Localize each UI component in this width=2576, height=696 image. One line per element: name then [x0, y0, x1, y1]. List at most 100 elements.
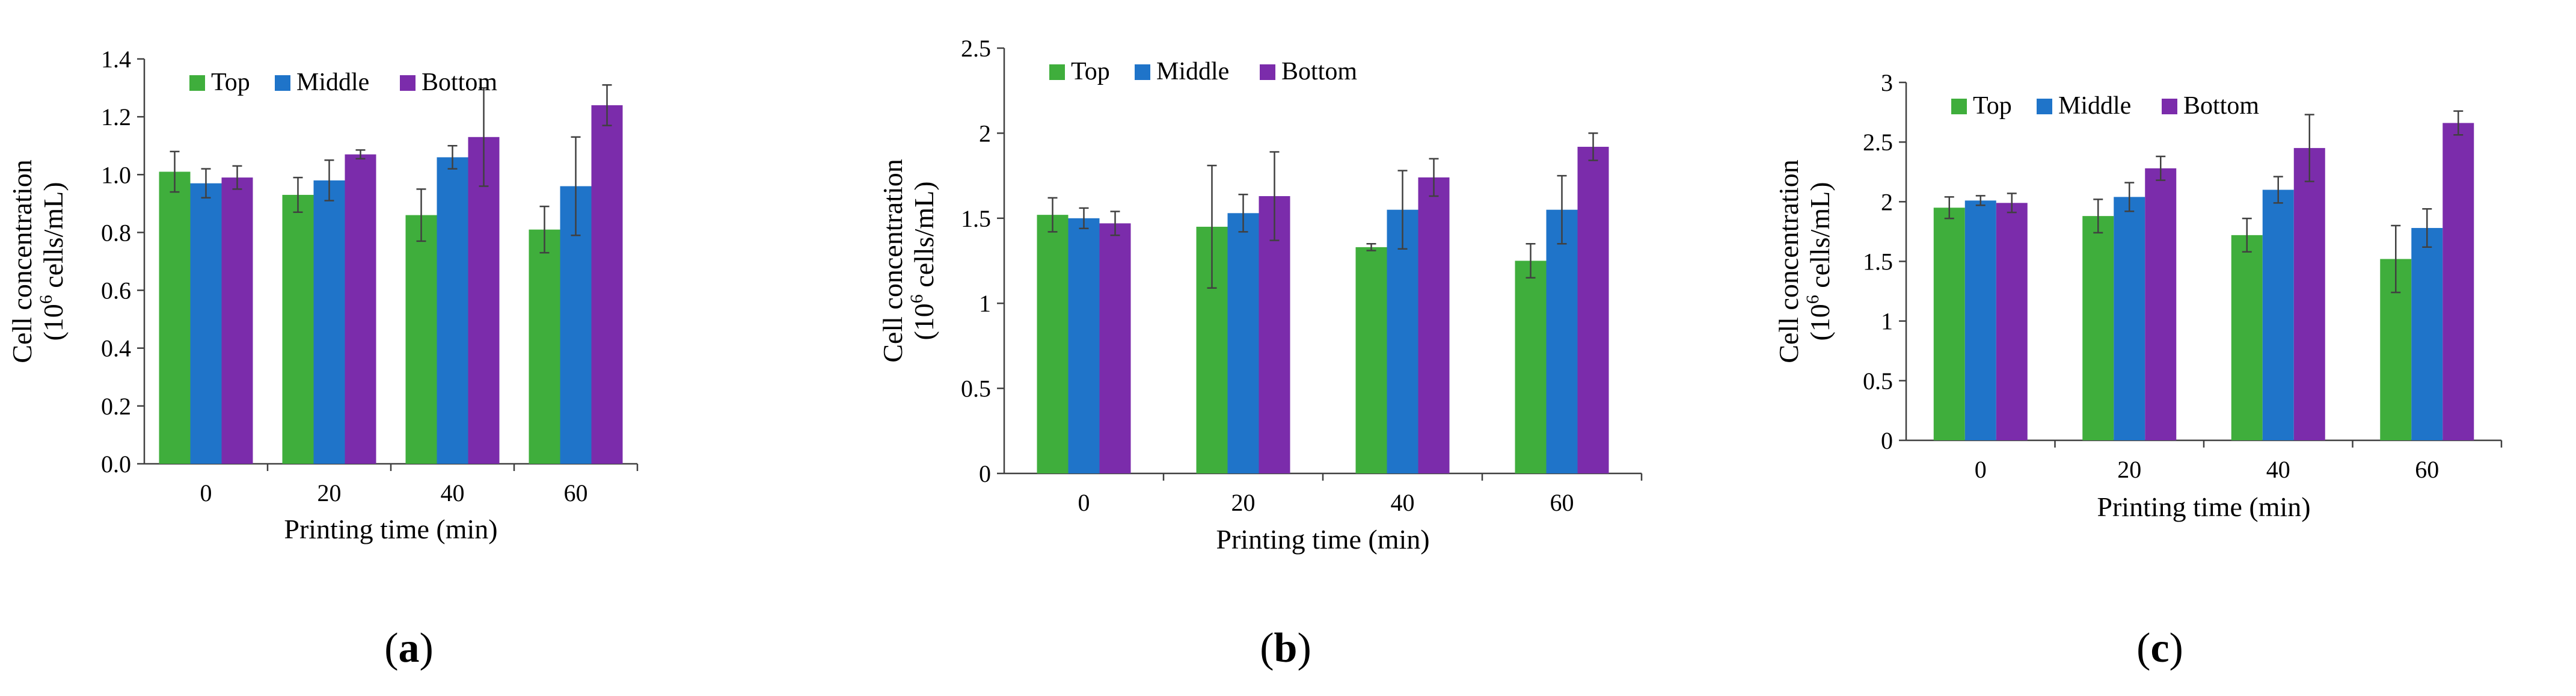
bar-middle-60: [1546, 209, 1578, 473]
bar-middle-20: [1227, 213, 1259, 473]
legend-swatch-top: [189, 75, 205, 91]
bar-bottom-40: [1418, 177, 1450, 473]
y-tick-label: 2.5: [1863, 129, 1893, 156]
y-tick-label: 1.0: [101, 161, 131, 188]
bar-bottom-20: [345, 154, 376, 464]
y-tick-label: 3: [1881, 69, 1893, 96]
error-bar-bottom-0: [1110, 211, 1120, 236]
error-bar-bottom-20: [355, 149, 366, 160]
error-bar-top-40: [416, 188, 426, 242]
bar-top-0: [1933, 208, 1965, 440]
legend: Top Middle Bottom: [189, 69, 497, 96]
y-axis-unit-prefix: (10: [1805, 304, 1835, 340]
y-tick-label: 0.2: [101, 393, 131, 420]
bar-bottom-60: [591, 105, 623, 464]
error-bar-bottom-40: [1429, 158, 1439, 197]
y-axis-unit-prefix: (10: [909, 303, 939, 340]
bar-top-0: [159, 171, 191, 464]
bar-bottom-20: [1259, 196, 1290, 473]
error-bar-top-0: [1047, 197, 1058, 233]
bar-bottom-20: [2145, 168, 2177, 440]
error-bar-top-60: [1526, 242, 1536, 279]
panel-label-close: ): [420, 625, 434, 671]
y-axis-title-main: Cell concentration: [7, 159, 37, 363]
error-bar-bottom-40: [479, 87, 489, 187]
bar-middle-20: [2114, 197, 2145, 440]
legend: Top Middle Bottom: [1951, 92, 2259, 120]
x-axis-title: Printing time (min): [284, 514, 497, 544]
legend-swatch-bottom: [400, 75, 416, 91]
y-tick-label: 0: [1881, 427, 1893, 454]
error-bar-middle-40: [2273, 176, 2283, 204]
x-tick-label: 40: [441, 479, 465, 507]
x-tick-label: 60: [2415, 456, 2439, 483]
bar-top-20: [282, 194, 314, 464]
y-tick-label: 1.4: [101, 46, 131, 73]
bar-middle-0: [190, 183, 222, 464]
legend-label-bottom: Bottom: [2183, 92, 2259, 120]
panel-label-open: (: [2136, 625, 2150, 671]
panel-label: (b): [1260, 625, 1311, 671]
error-bar-middle-20: [324, 159, 334, 202]
bar-bottom-40: [2293, 148, 2325, 441]
panel-label-close: ): [1297, 625, 1311, 671]
y-tick-label: 2.5: [961, 35, 991, 62]
error-bar-top-20: [2093, 199, 2103, 234]
y-axis-title: Cell concentration (106 cells/mL): [7, 159, 69, 363]
y-tick-label: 1: [979, 290, 991, 317]
chart-panel-c: 0 0.5 1 1.5 2 2.5 3 0 20 40 60 Top Middle Bottom Print…: [1773, 69, 2503, 671]
bar-bottom-60: [1577, 147, 1609, 474]
bar-bottom-0: [221, 177, 253, 464]
x-axis-title: Printing time (min): [1216, 524, 1429, 555]
y-tick-label: 2: [979, 120, 991, 147]
x-tick-label: 0: [200, 479, 212, 507]
bar-middle-40: [437, 157, 468, 464]
panel-label: (c): [2136, 625, 2183, 671]
error-bar-bottom-40: [2304, 114, 2314, 182]
y-tick-label: 1.2: [101, 103, 131, 131]
error-bar-middle-0: [201, 168, 211, 199]
bar-top-60: [529, 229, 560, 464]
bar-middle-40: [1387, 209, 1418, 473]
legend-swatch-bottom: [1260, 64, 1275, 80]
bar-middle-60: [2411, 227, 2443, 440]
error-bar-top-60: [2391, 224, 2401, 294]
y-tick-label: 1.5: [1863, 248, 1893, 276]
panel-label-letter: b: [1274, 625, 1298, 671]
bar-bottom-40: [468, 137, 500, 464]
y-axis-title-main: Cell concentration: [1773, 159, 1804, 363]
error-bar-bottom-0: [232, 165, 242, 190]
y-axis-unit-suffix: cells/mL): [38, 182, 69, 295]
bar-top-40: [1355, 247, 1387, 473]
bar-top-40: [405, 215, 437, 464]
y-tick-label: 0.5: [1863, 368, 1893, 395]
error-bar-top-20: [1207, 164, 1217, 289]
y-tick-label: 0: [979, 460, 991, 487]
y-tick-label: 1.5: [961, 205, 991, 232]
bar-bottom-0: [1099, 223, 1131, 473]
error-bar-top-0: [1944, 196, 1954, 220]
bar-top-20: [2082, 216, 2114, 440]
bar-middle-0: [1964, 200, 1996, 440]
y-axis-unit-prefix: (10: [38, 304, 69, 340]
legend-swatch-middle: [2037, 99, 2052, 114]
bar-bottom-60: [2443, 123, 2474, 440]
y-axis-unit-exponent: 6: [907, 294, 927, 303]
error-bar-middle-60: [2422, 208, 2432, 248]
legend-label-top: Top: [211, 69, 250, 96]
y-axis-unit-exponent: 6: [1803, 295, 1823, 304]
error-bar-bottom-60: [2453, 110, 2464, 136]
y-tick-label: 0.4: [101, 335, 131, 362]
y-axis-unit-exponent: 6: [36, 295, 56, 304]
error-bar-top-20: [293, 176, 303, 214]
y-axis-title: Cell concentration (106 cells/mL): [1773, 159, 1835, 363]
y-axis-title-unit: (106 cells/mL): [907, 181, 939, 340]
legend-swatch-bottom: [2162, 99, 2177, 114]
panel-label-close: ): [2170, 625, 2183, 671]
panel-label-letter: a: [399, 625, 420, 671]
legend: Top Middle Bottom: [1049, 58, 1357, 85]
error-bar-bottom-0: [2007, 192, 2017, 214]
error-bar-middle-60: [571, 136, 581, 236]
x-tick-label: 0: [1078, 489, 1090, 516]
